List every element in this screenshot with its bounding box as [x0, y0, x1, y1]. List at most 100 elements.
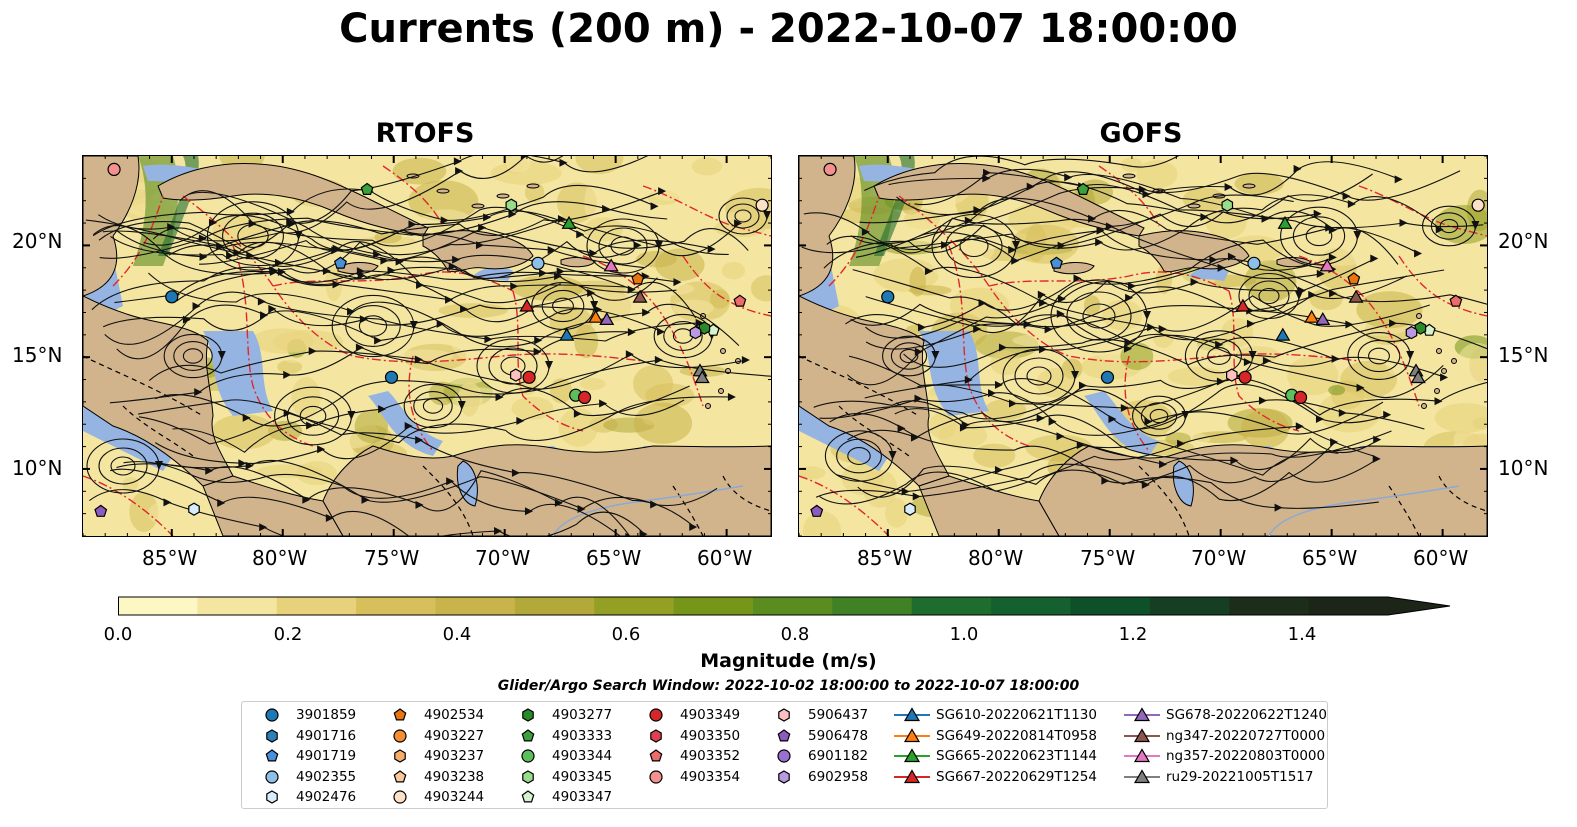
circle-marker-icon	[649, 708, 663, 722]
legend-label: 6901182	[808, 748, 869, 764]
triangle-marker-icon	[1275, 327, 1291, 341]
triangle-marker-icon	[588, 309, 604, 323]
south-america-land	[1038, 444, 1487, 536]
cbar-tick-6: 1.2	[1118, 624, 1148, 645]
circle-marker-icon	[1100, 370, 1115, 384]
legend-label: 4903344	[552, 748, 613, 764]
lon-label-80w-left: 80°W	[252, 546, 308, 570]
cuba-land	[157, 162, 429, 237]
colorbar-segment	[911, 597, 992, 615]
legend-marker	[1124, 768, 1160, 783]
circle-marker-icon	[107, 162, 121, 177]
triangle-marker-icon	[1315, 311, 1331, 325]
lat-label-20n-right: 20°N	[1498, 229, 1549, 253]
colorbar-segment	[1149, 597, 1230, 615]
legend-label: 5906437	[808, 707, 869, 723]
country-borders	[83, 355, 771, 536]
hexagon-marker-icon	[188, 502, 200, 516]
triangle-marker-icon	[632, 289, 648, 303]
minor-ticks	[799, 156, 1487, 536]
streamline-arrows	[155, 156, 771, 536]
colorbar-segment	[356, 597, 436, 615]
hexagon-marker-icon	[522, 708, 534, 722]
legend-label: 4903350	[680, 727, 741, 744]
pentagon-marker-icon	[521, 728, 535, 741]
legend-label: SG667-20220629T1254	[936, 768, 1097, 785]
lat-label-10n-left: 10°N	[12, 456, 63, 480]
legend-marker	[649, 749, 663, 762]
triangle-marker-icon	[519, 298, 535, 312]
circle-marker-icon	[777, 749, 791, 763]
legend-marker	[650, 728, 662, 743]
legend-marker	[393, 790, 407, 804]
colorbar-segment	[673, 597, 754, 615]
cbar-tick-4: 0.8	[780, 624, 810, 645]
legend-marker	[393, 728, 407, 743]
platform-markers	[810, 162, 1485, 517]
legend-marker	[393, 708, 407, 721]
minor-ticks	[83, 156, 771, 536]
colorbar-segment	[197, 597, 278, 615]
hexagon-marker-icon	[1405, 325, 1418, 340]
lon-label-60w-left: 60°W	[697, 546, 753, 570]
circle-marker-icon	[755, 198, 769, 212]
legend-label: 4903333	[552, 727, 613, 744]
pentagon-marker-icon	[1049, 256, 1063, 269]
triangle-marker-icon	[903, 727, 921, 742]
triangle-marker-icon	[1410, 370, 1426, 384]
legend-marker	[649, 708, 663, 722]
legend-label: SG665-20220623T1144	[936, 748, 1097, 764]
lon-label-70w-right: 70°W	[1191, 546, 1247, 570]
triangle-marker-icon	[694, 370, 710, 384]
legend-label: ng357-20220803T0000	[1166, 748, 1326, 764]
hexagon-marker-icon	[266, 728, 278, 743]
triangle-marker-icon	[1348, 289, 1364, 303]
lat-label-15n-left: 15°N	[12, 343, 63, 367]
map-rtofs	[82, 155, 772, 537]
legend-label: 4903277	[552, 707, 613, 723]
legend-label: 5906478	[808, 727, 869, 744]
pentagon-marker-icon	[94, 504, 108, 517]
hexagon-marker-icon	[1414, 321, 1427, 335]
circle-marker-icon	[393, 790, 407, 804]
triangle-marker-icon	[561, 215, 577, 229]
lon-label-85w-left: 85°W	[142, 546, 198, 570]
hexagon-marker-icon	[505, 198, 518, 212]
map-gofs	[798, 155, 1488, 537]
pentagon-marker-icon	[1347, 272, 1361, 285]
circle-marker-icon	[521, 749, 535, 763]
yucatan-land	[799, 156, 856, 297]
cbar-tick-0: 0.0	[103, 624, 133, 645]
circle-marker-icon	[1293, 390, 1308, 405]
hexagon-marker-icon	[698, 321, 711, 335]
streamline-arrows	[861, 164, 1480, 512]
colorbar-segment	[594, 597, 675, 615]
hexagon-marker-icon	[904, 502, 916, 516]
circle-marker-icon	[823, 162, 837, 177]
cbar-tick-3: 0.6	[611, 624, 641, 645]
hexagon-marker-icon	[689, 325, 702, 340]
legend-label: 4903345	[552, 768, 613, 785]
puerto-rico-land	[560, 257, 596, 268]
circle-marker-icon	[384, 370, 399, 384]
hexagon-marker-icon	[778, 708, 790, 722]
panel-title-rtofs: RTOFS	[375, 118, 475, 149]
pentagon-marker-icon	[1076, 182, 1090, 196]
lon-label-75w-left: 75°W	[364, 546, 420, 570]
pentagon-marker-icon	[393, 769, 407, 782]
circle-marker-icon	[165, 290, 179, 304]
legend-marker	[894, 748, 930, 763]
hexagon-marker-icon	[522, 769, 534, 784]
figure-title: Currents (200 m) - 2022-10-07 18:00:00	[339, 6, 1238, 52]
legend-marker	[521, 790, 535, 803]
hexagon-marker-icon	[266, 790, 278, 804]
lake-maracaibo	[1172, 460, 1194, 507]
country-borders	[799, 355, 1487, 536]
triangle-marker-icon	[1235, 298, 1251, 312]
pentagon-marker-icon	[1449, 294, 1463, 307]
colorbar-extend-arrow	[1388, 597, 1450, 615]
triangle-marker-icon	[1133, 748, 1151, 763]
hexagon-marker-icon	[650, 728, 662, 743]
jamaica-land	[1053, 262, 1095, 275]
pentagon-marker-icon	[733, 294, 747, 307]
